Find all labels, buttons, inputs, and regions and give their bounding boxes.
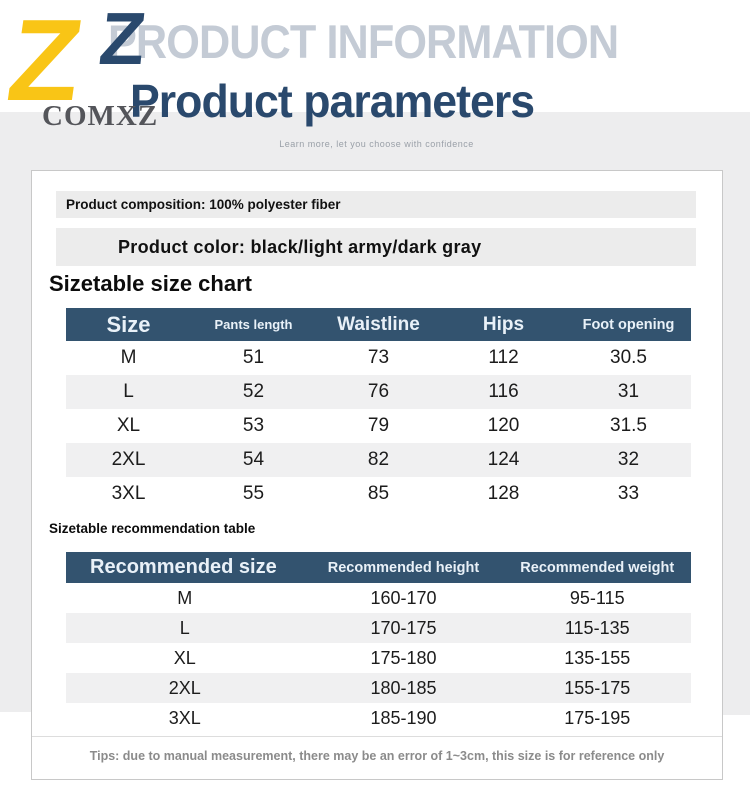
table-cell: 180-185 <box>370 677 437 698</box>
table-cell: 31 <box>617 381 640 402</box>
brand-z-icon-back: Z <box>95 0 150 80</box>
table-cell: 2XL <box>168 677 201 698</box>
column-header: Hips <box>482 313 525 335</box>
recommendation-table-head: Recommended size Recommended height Recomm… <box>66 552 691 583</box>
table-cell: 51 <box>242 347 265 368</box>
column-header: Recommended height <box>327 559 480 576</box>
watermark-heading: PRODUCT INFORMATION <box>108 15 619 68</box>
table-cell: 33 <box>617 483 640 504</box>
table-row: M 51 73 112 30.5 <box>66 341 691 375</box>
product-composition-bar: Product composition: 100% polyester fibe… <box>56 191 696 218</box>
product-color-bar: Product color: black/light army/dark gra… <box>56 228 696 266</box>
table-row: XL 53 79 120 31.5 <box>66 409 691 443</box>
table-cell: 3XL <box>111 483 146 504</box>
table-cell: 170-175 <box>370 617 437 638</box>
table-cell: 128 <box>487 483 520 504</box>
table-cell: 32 <box>617 449 640 470</box>
left-margin-strip <box>0 170 31 712</box>
column-header: Size <box>106 311 151 337</box>
size-table: Size Pants length Waistline Hips Foot openin… <box>66 308 691 511</box>
table-row: XL 175-180 135-155 <box>66 643 691 673</box>
table-cell: 112 <box>488 347 519 368</box>
table-row: 3XL 185-190 175-195 <box>66 703 691 733</box>
table-cell: 160-170 <box>370 587 437 608</box>
table-cell: M <box>120 347 137 368</box>
table-cell: 55 <box>242 483 265 504</box>
column-header: Pants length <box>214 317 293 332</box>
column-header: Waistline <box>337 313 420 335</box>
recommendation-table: Recommended size Recommended height Recomm… <box>66 552 691 733</box>
table-row: L 170-175 115-135 <box>66 613 691 643</box>
table-cell: 175-195 <box>564 707 631 728</box>
table-cell: 82 <box>367 449 390 470</box>
table-cell: 31.5 <box>610 415 647 436</box>
tips-text: Tips: due to manual measurement, there m… <box>32 736 722 763</box>
table-cell: 2XL <box>111 449 146 470</box>
table-row: 2XL 180-185 155-175 <box>66 673 691 703</box>
header-background-band <box>0 112 750 170</box>
table-cell: 73 <box>367 347 390 368</box>
table-cell: 3XL <box>168 707 201 728</box>
tagline: Learn more, let you choose with confiden… <box>279 139 474 149</box>
table-cell: 54 <box>242 449 265 470</box>
table-row: L 52 76 116 31 <box>66 375 691 409</box>
table-cell: 116 <box>488 381 519 402</box>
table-cell: 124 <box>487 449 520 470</box>
column-header: Recommended weight <box>520 559 675 576</box>
recommendation-table-heading: Sizetable recommendation table <box>49 521 256 536</box>
recommendation-table-body: M 160-170 95-115 L 170-175 115-135 XL 175-180 13… <box>66 583 691 733</box>
size-chart-heading: Sizetable size chart <box>49 271 252 296</box>
table-cell: 155-175 <box>564 677 631 698</box>
table-cell: L <box>123 381 134 402</box>
table-cell: 30.5 <box>610 347 647 368</box>
table-cell: 185-190 <box>370 707 437 728</box>
table-cell: 52 <box>242 381 265 402</box>
size-table-header-row: Size Pants length Waistline Hips Foot openin… <box>66 308 691 341</box>
table-cell: 53 <box>242 415 265 436</box>
table-cell: 120 <box>487 415 520 436</box>
table-cell: XL <box>173 647 196 668</box>
table-row: 3XL 55 85 128 33 <box>66 477 691 511</box>
size-table-head: Size Pants length Waistline Hips Foot openin… <box>66 308 691 341</box>
column-header: Recommended size <box>90 556 277 578</box>
table-cell: XL <box>116 415 141 436</box>
table-cell: 175-180 <box>370 647 437 668</box>
table-cell: 135-155 <box>564 647 631 668</box>
page-title: Product parameters <box>130 75 535 127</box>
brand-name: COMXZ <box>42 100 159 132</box>
table-row: M 160-170 95-115 <box>66 583 691 613</box>
column-header: Foot opening <box>582 316 675 333</box>
right-margin-strip <box>723 170 750 715</box>
size-table-body: M 51 73 112 30.5 L 52 76 116 31 XL 53 79 120 31.5 2XL 54… <box>66 341 691 511</box>
table-cell: 115-135 <box>564 617 630 638</box>
table-cell: L <box>179 617 190 638</box>
table-cell: 76 <box>367 381 390 402</box>
table-cell: 95-115 <box>569 587 625 608</box>
table-cell: 79 <box>367 415 390 436</box>
recommendation-table-header-row: Recommended size Recommended height Recomm… <box>66 552 691 583</box>
content-box: Product composition: 100% polyester fibe… <box>31 170 723 780</box>
table-cell: 85 <box>367 483 390 504</box>
table-row: 2XL 54 82 124 32 <box>66 443 691 477</box>
table-cell: M <box>177 587 193 608</box>
